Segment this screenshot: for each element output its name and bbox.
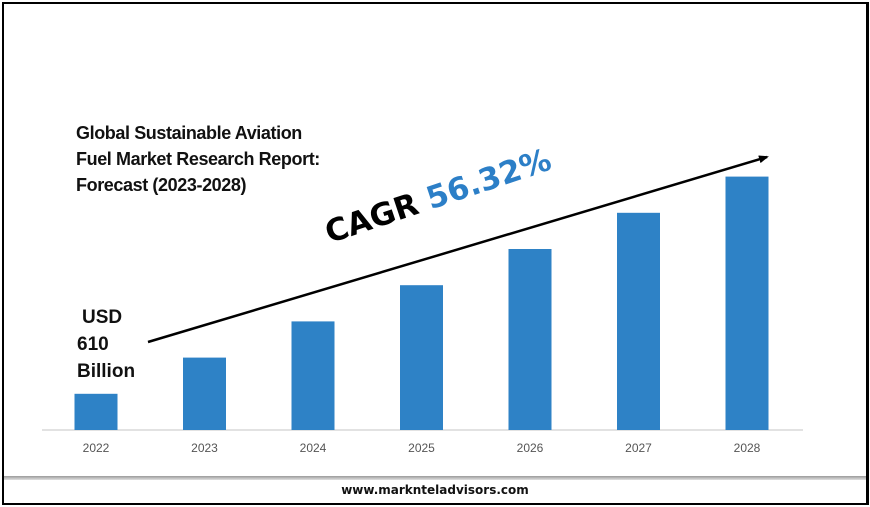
growth-arrow	[147, 155, 769, 344]
x-tick-label: 2023	[191, 441, 218, 455]
x-tick-label: 2026	[517, 441, 544, 455]
start-value-line: USD	[82, 307, 123, 328]
bar-2026	[508, 249, 552, 430]
title-line: Fuel Market Research Report:	[76, 149, 320, 169]
bar-2028	[725, 176, 769, 430]
chart-title: Global Sustainable Aviation Fuel Market …	[76, 120, 320, 198]
x-tick-label: 2027	[625, 441, 652, 455]
footer-divider	[4, 476, 866, 480]
title-line: Global Sustainable Aviation	[76, 123, 302, 143]
bar-2023	[183, 357, 226, 430]
x-tick-label: 2022	[83, 441, 110, 455]
bar-2027	[617, 212, 660, 430]
bar-2025	[400, 285, 443, 430]
x-tick-label: 2025	[408, 441, 435, 455]
bar-2022	[74, 393, 118, 430]
title-line: Forecast (2023-2028)	[76, 175, 247, 195]
start-value-label: USD 610 Billion	[77, 304, 135, 385]
start-value-line: 610	[77, 334, 109, 355]
x-tick-label: 2028	[734, 441, 761, 455]
footer-website: www.marknteladvisors.com	[341, 483, 529, 497]
start-value-line: Billion	[77, 361, 136, 382]
x-tick-label: 2024	[300, 441, 327, 455]
bar-2024	[291, 321, 335, 430]
